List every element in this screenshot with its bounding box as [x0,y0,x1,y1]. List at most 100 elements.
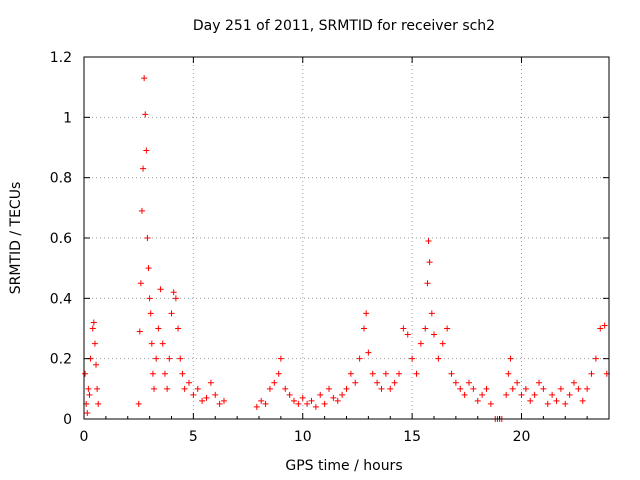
data-point [382,370,389,377]
data-point [142,111,149,118]
data-point [286,391,293,398]
data-point [507,355,514,362]
data-point [207,379,214,386]
y-tick-label: 0.2 [50,352,72,368]
data-point [304,400,311,407]
data-point [352,379,359,386]
x-tick-label: 20 [513,429,531,445]
data-point [141,75,148,82]
data-point [177,355,184,362]
data-point [417,340,424,347]
data-point [266,385,273,392]
data-point [95,400,102,407]
data-point [146,295,153,302]
data-point [531,391,538,398]
data-point [404,331,411,338]
data-point [527,397,534,404]
x-tick-label: 5 [189,429,198,445]
data-point [144,235,151,241]
data-point [428,310,435,317]
data-point [439,340,446,347]
data-point [90,319,97,326]
data-point [157,286,164,293]
data-point [172,295,179,302]
data-point [168,310,175,317]
data-point [186,379,192,386]
data-point [509,385,516,392]
y-tick-label: 0.8 [50,171,72,187]
data-point [400,325,407,332]
data-point [166,355,173,362]
axis-ticks: 0 5 10 15 20 0 0.2 0.4 0.6 0.8 1 1.2 [50,50,609,445]
data-point [474,397,481,404]
data-point [179,370,186,377]
data-point [514,379,521,386]
data-point [321,400,328,407]
data-point [369,370,376,377]
data-point [170,289,177,296]
data-point [365,349,372,356]
data-point [483,385,490,392]
y-tick-label: 0.6 [50,231,72,247]
data-point [212,391,219,398]
data-point [361,325,367,332]
y-tick-label: 1.2 [50,50,72,66]
data-point [356,355,363,362]
data-point [339,391,346,398]
data-point [199,397,206,404]
data-point [487,400,494,407]
data-point [330,394,337,401]
data-point [424,280,431,287]
data-point [334,397,341,404]
data-point [425,238,432,245]
data-point [396,370,402,377]
plot-frame [83,56,610,420]
data-point [363,310,370,317]
data-point [149,370,156,377]
data-point [387,385,394,392]
data-point [571,379,577,386]
x-axis-label: GPS time / hours [285,458,402,474]
chart-title: Day 251 of 2011, SRMTID for receiver sch… [193,18,495,34]
data-point [253,403,260,410]
data-point [503,391,510,398]
data-point [461,391,468,398]
data-point [592,355,599,362]
data-point [93,361,100,368]
data-point [159,340,166,347]
data-point [470,385,477,392]
data-point [148,340,155,347]
data-point [343,385,350,392]
data-point [431,331,437,338]
data-point [536,379,542,386]
data-point [91,340,98,347]
data-points [82,75,610,422]
data-point [444,325,451,332]
data-point [164,385,171,392]
data-point [147,310,154,317]
data-point [575,385,582,392]
data-point [155,325,162,332]
data-point [194,385,201,392]
data-point [308,397,315,404]
data-point [326,385,332,392]
data-point [409,355,416,362]
data-point [85,385,92,392]
y-tick-label: 1 [63,110,72,126]
data-point [143,147,150,154]
data-point [295,400,302,407]
data-point [584,385,591,392]
data-point [413,370,420,377]
data-point [135,400,142,407]
data-point [175,325,182,332]
data-point [601,322,608,329]
data-point [317,391,324,398]
data-point [299,394,306,401]
data-point [522,385,529,392]
data-point [579,397,586,404]
x-tick-label: 0 [80,429,89,445]
data-point [151,385,157,392]
data-point [282,385,289,392]
data-point [82,370,89,377]
data-point [562,400,569,407]
